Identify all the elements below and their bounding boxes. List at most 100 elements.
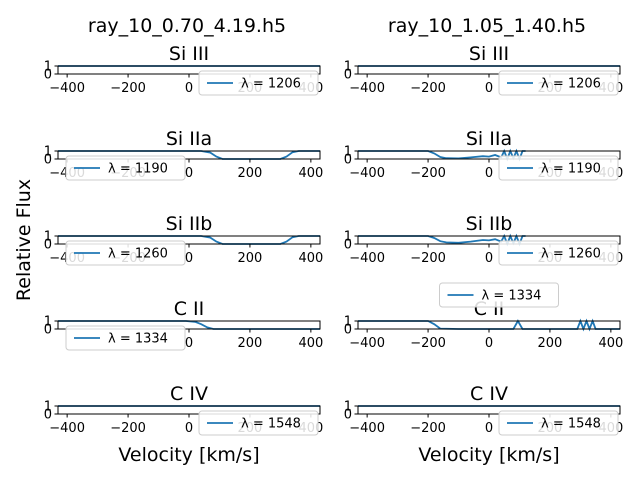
panel-2-2-xtick-label: 0: [485, 166, 493, 181]
panel-1-5-legend-box: [198, 410, 319, 436]
column-title-2: ray_10_1.05_1.40.h5: [388, 15, 586, 37]
column-title-1: ray_10_0.70_4.19.h5: [88, 15, 286, 37]
panel-1-2-xtick-label: 0: [185, 166, 193, 181]
panel-1-4-ytick-label: 0: [44, 323, 52, 338]
panel-2-2-legend: λ = 1190: [498, 155, 619, 181]
panel-2-1-xtick-label: 0: [485, 81, 493, 96]
panel-1-4-ytick-label: 1: [44, 315, 52, 330]
panel-2-1-title: Si III: [469, 43, 509, 65]
panel-1-4-legend-box: [65, 325, 186, 351]
panel-2-2-ytick-label: 1: [344, 145, 352, 160]
panel-1-1-legend-label: λ = 1206: [241, 77, 301, 92]
panel-1-2-xtick-label: 200: [238, 166, 263, 181]
panel-1-4-legend-label: λ = 1334: [108, 332, 168, 347]
panel-2-2-xtick-label: −400: [349, 166, 385, 181]
panel-1-5-xtick-label: −400: [49, 421, 85, 436]
panel-2-3-legend-box: [498, 240, 619, 266]
panel-2-4-legend: λ = 1334: [439, 282, 559, 308]
panel-1-1-ytick-label: 1: [44, 60, 52, 75]
panel-1-2-xtick-label: 400: [298, 166, 323, 181]
panel-1-3-legend-label: λ = 1260: [108, 247, 168, 262]
panel-1-3-xtick-label: 200: [238, 251, 263, 266]
panel-1-3-legend-box: [65, 240, 186, 266]
panel-2-2-legend-label: λ = 1190: [541, 162, 601, 177]
panel-1-1-legend: λ = 1206: [198, 70, 319, 96]
panel-2-2-ytick-label: 0: [344, 153, 352, 168]
panel-1-3-title: Si IIb: [166, 213, 213, 235]
panel-2-1-legend-box: [498, 70, 619, 96]
panel-2-1-ytick-label: 1: [344, 60, 352, 75]
panel-2-2-legend-box: [498, 155, 619, 181]
panel-1-3-ytick-label: 1: [44, 230, 52, 245]
panel-1-4-xtick-label: 200: [238, 336, 263, 351]
panel-2-4-series-line: [358, 318, 620, 332]
panel-1-3-xtick-label: 400: [298, 251, 323, 266]
panel-2-1-ytick-label: 0: [344, 68, 352, 83]
panel-2-4-ytick-label: 1: [344, 315, 352, 330]
panel-2-3-legend: λ = 1260: [498, 240, 619, 266]
panel-2-4-legend-box: [439, 282, 559, 308]
panel-1-5-xtick-label: −200: [110, 421, 146, 436]
panel-2-3-xtick-label: 0: [485, 251, 493, 266]
panel-2-3-ytick-label: 0: [344, 238, 352, 253]
panel-1-2-ytick-label: 1: [44, 145, 52, 160]
panel-1-1-xtick-label: −200: [110, 81, 146, 96]
panel-2-5-title: C IV: [470, 383, 508, 405]
panel-1-3-ytick-label: 0: [44, 238, 52, 253]
panel-1-2-legend-box: [65, 155, 186, 181]
panel-1-4-legend: λ = 1334: [65, 325, 186, 351]
panel-1-4-xtick-label: 0: [185, 336, 193, 351]
panel-2-1-xtick-label: −200: [410, 81, 446, 96]
panel-2-5-legend-label: λ = 1548: [541, 417, 601, 432]
panel-1-4-title: C II: [174, 298, 205, 320]
panel-1-5-ytick-label: 1: [44, 400, 52, 415]
panel-2-3-title: Si IIb: [466, 213, 513, 235]
panel-1-1-xtick-label: 0: [185, 81, 193, 96]
panel-2-1-legend-label: λ = 1206: [541, 77, 601, 92]
panel-2-3-xtick-label: −200: [410, 251, 446, 266]
panel-2-5-legend-box: [498, 410, 619, 436]
panel-1-1-title: Si III: [169, 43, 209, 65]
panel-2-2-xtick-label: −200: [410, 166, 446, 181]
panel-2-5-xtick-label: −400: [349, 421, 385, 436]
panel-1-2-legend: λ = 1190: [65, 155, 186, 181]
panel-1-1-xtick-label: −400: [49, 81, 85, 96]
y-axis-label: Relative Flux: [13, 179, 35, 301]
panel-2-1-legend: λ = 1206: [498, 70, 619, 96]
panel-2-5-ytick-label: 0: [344, 408, 352, 423]
panel-1-5-xtick-label: 0: [185, 421, 193, 436]
panel-1-3-xtick-label: 0: [185, 251, 193, 266]
x-axis-label-1: Velocity [km/s]: [118, 444, 259, 466]
panel-2-4-xtick-label: 200: [538, 336, 563, 351]
panel-1-4-xtick-label: 400: [298, 336, 323, 351]
panel-1-2-title: Si IIa: [166, 128, 212, 150]
panel-2-5-ytick-label: 1: [344, 400, 352, 415]
panel-2-2-title: Si IIa: [466, 128, 512, 150]
panel-1-5-title: C IV: [170, 383, 208, 405]
panel-2-4-ytick-label: 0: [344, 323, 352, 338]
panel-1-5-ytick-label: 0: [44, 408, 52, 423]
panel-2-5-xtick-label: −200: [410, 421, 446, 436]
panel-1-1-legend-box: [198, 70, 319, 96]
panel-1-2-ytick-label: 0: [44, 153, 52, 168]
panel-1-2-legend-label: λ = 1190: [108, 162, 168, 177]
panel-1-5-legend: λ = 1548: [198, 410, 319, 436]
panel-1-5-legend-label: λ = 1548: [241, 417, 301, 432]
panel-1-3-legend: λ = 1260: [65, 240, 186, 266]
panel-2-4-xtick-label: −400: [349, 336, 385, 351]
panel-2-3-ytick-label: 1: [344, 230, 352, 245]
panel-2-3-legend-label: λ = 1260: [541, 247, 601, 262]
panel-2-1-xtick-label: −400: [349, 81, 385, 96]
panel-2-4-xtick-label: 0: [485, 336, 493, 351]
panel-2-4-xtick-label: 400: [598, 336, 623, 351]
